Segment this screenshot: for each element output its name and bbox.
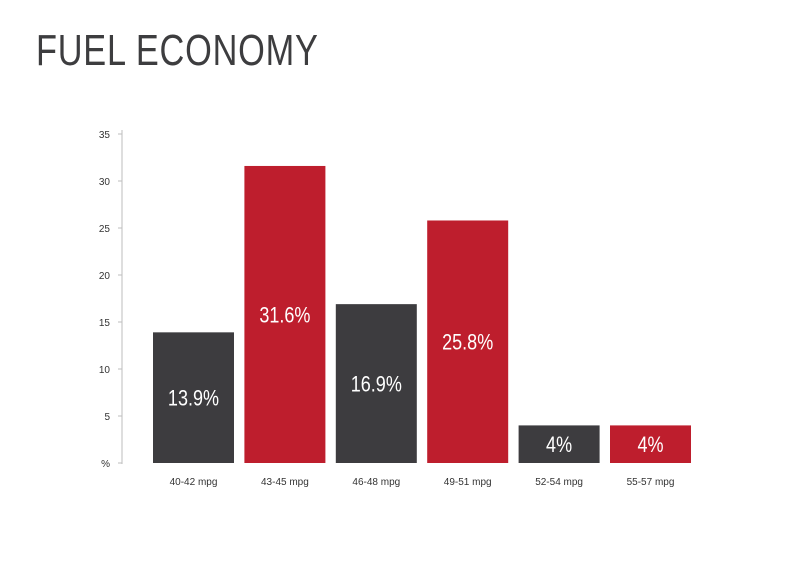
- x-category-label: 55-57 mpg: [627, 477, 675, 488]
- bar-value-label: 25.8%: [442, 331, 493, 355]
- x-category-label: 40-42 mpg: [170, 477, 218, 488]
- bar: [153, 332, 234, 463]
- bar-value-label: 4%: [637, 434, 663, 458]
- x-category-label: 43-45 mpg: [261, 477, 309, 488]
- x-category-label: 46-48 mpg: [352, 477, 400, 488]
- chart-title: FUEL ECONOMY: [36, 26, 319, 75]
- bar-value-label: 13.9%: [168, 387, 219, 411]
- y-tick-label: 25: [99, 224, 111, 235]
- y-tick-label: 30: [99, 177, 111, 188]
- bar: [335, 304, 417, 463]
- x-category-label: 49-51 mpg: [444, 477, 492, 488]
- y-tick-label: 35: [99, 130, 111, 141]
- bar-value-label: 4%: [546, 434, 572, 458]
- x-category-label: 52-54 mpg: [535, 477, 583, 488]
- bar: [518, 425, 600, 463]
- y-axis: % 5 10 15 20 25 30 35: [99, 130, 123, 470]
- bars: 13.9% 31.6% 16.9% 25.8% 4% 4%: [153, 165, 691, 463]
- y-tick-label: 10: [99, 365, 111, 376]
- y-tick-label: 15: [99, 318, 111, 329]
- y-tick-label: %: [101, 459, 110, 470]
- x-axis-labels: 40-42 mpg 43-45 mpg 46-48 mpg 49-51 mpg 52-5…: [170, 477, 675, 488]
- y-tick-label: 20: [99, 271, 111, 282]
- bar: [427, 220, 509, 463]
- bar-value-label: 31.6%: [259, 304, 310, 328]
- bar-value-label: 16.9%: [351, 373, 402, 397]
- bar: [244, 165, 326, 463]
- bar: [610, 425, 691, 463]
- y-tick-label: 5: [104, 412, 110, 423]
